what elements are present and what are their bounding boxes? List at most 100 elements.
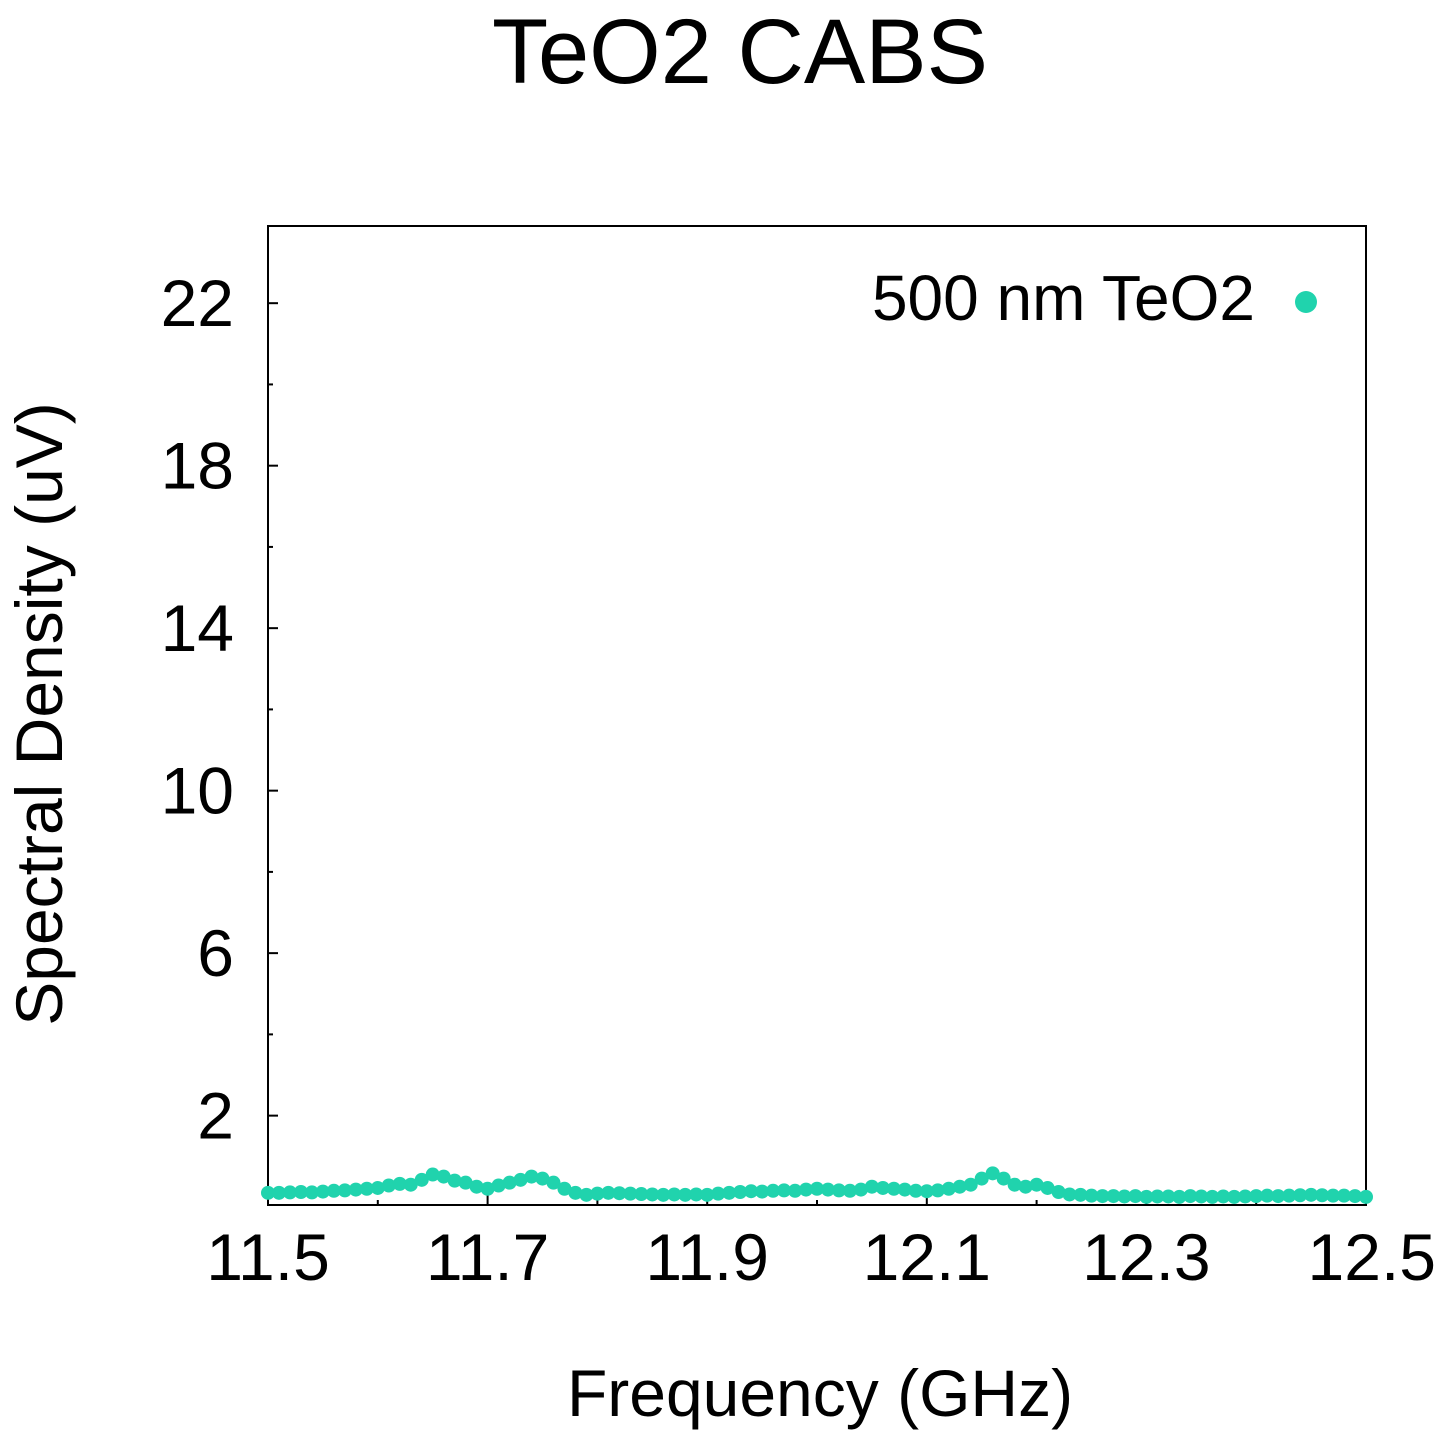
x-tick-label: 12.5 xyxy=(1308,1220,1436,1294)
legend-label: 500 nm TeO2 xyxy=(872,262,1255,334)
data-point xyxy=(293,1185,308,1200)
data-point xyxy=(1337,1188,1352,1203)
data-point xyxy=(326,1183,341,1198)
data-point xyxy=(634,1187,649,1202)
data-point xyxy=(1095,1189,1110,1204)
data-point xyxy=(875,1180,890,1195)
data-point xyxy=(271,1185,286,1200)
data-point xyxy=(1227,1189,1242,1204)
data-point xyxy=(722,1185,737,1200)
data-point xyxy=(1249,1189,1264,1204)
data-point xyxy=(744,1184,759,1199)
data-point xyxy=(535,1171,550,1186)
data-point xyxy=(1106,1189,1121,1204)
plot-frame xyxy=(267,225,1367,1206)
y-axis-label: Spectral Density (uV) xyxy=(2,402,76,1026)
data-point xyxy=(458,1175,473,1190)
data-point xyxy=(1359,1189,1373,1204)
data-point xyxy=(755,1184,770,1199)
data-point xyxy=(337,1183,352,1198)
data-point xyxy=(996,1171,1011,1186)
data-point xyxy=(963,1177,978,1192)
data-point xyxy=(261,1185,275,1200)
data-point xyxy=(930,1183,945,1198)
x-axis-label: Frequency (GHz) xyxy=(567,1356,1073,1430)
data-point xyxy=(1139,1189,1154,1204)
data-point xyxy=(1315,1188,1330,1203)
y-tick-label: 22 xyxy=(161,266,234,340)
data-point xyxy=(1084,1188,1099,1203)
data-point xyxy=(788,1183,803,1198)
data-point xyxy=(820,1182,835,1197)
data-point xyxy=(810,1181,824,1196)
data-point xyxy=(1062,1187,1077,1202)
data-point xyxy=(1293,1188,1308,1203)
data-point xyxy=(897,1182,912,1197)
data-point xyxy=(1029,1177,1044,1192)
data-point xyxy=(568,1185,583,1200)
x-tick-label: 11.7 xyxy=(426,1220,550,1294)
data-point xyxy=(1282,1188,1297,1203)
data-point xyxy=(1205,1189,1220,1204)
data-point xyxy=(864,1179,879,1194)
series-500nm-teo2 xyxy=(261,1166,1373,1204)
chart-title: TeO2 CABS xyxy=(492,1,988,103)
data-point xyxy=(678,1187,693,1202)
legend: 500 nm TeO2 xyxy=(872,262,1317,334)
x-axis-ticks: 11.5 11.7 11.9 12.1 12.3 12.5 xyxy=(206,1195,1436,1294)
data-point xyxy=(711,1186,726,1201)
y-tick-label: 14 xyxy=(161,591,234,665)
data-point xyxy=(777,1183,792,1198)
data-point xyxy=(480,1181,495,1196)
data-point xyxy=(304,1185,319,1200)
data-point xyxy=(799,1182,814,1197)
data-point xyxy=(1040,1180,1055,1195)
data-point xyxy=(1216,1189,1231,1204)
data-point xyxy=(1007,1177,1022,1192)
data-point xyxy=(908,1183,923,1198)
data-point xyxy=(590,1186,605,1201)
data-point xyxy=(348,1182,363,1197)
x-tick-label: 11.9 xyxy=(645,1220,769,1294)
data-point xyxy=(601,1185,616,1200)
data-point xyxy=(403,1177,418,1192)
data-point xyxy=(557,1181,572,1196)
data-point xyxy=(974,1171,989,1186)
data-point xyxy=(1172,1189,1187,1204)
data-point xyxy=(469,1179,484,1194)
data-point xyxy=(381,1178,396,1193)
data-point xyxy=(502,1175,517,1190)
data-point xyxy=(667,1187,682,1202)
data-point xyxy=(700,1187,715,1202)
y-tick-label: 6 xyxy=(197,916,234,990)
data-point xyxy=(689,1187,704,1202)
data-point xyxy=(985,1166,1000,1181)
data-point xyxy=(1238,1189,1253,1204)
data-point xyxy=(1150,1189,1165,1204)
x-tick-label: 12.1 xyxy=(863,1220,991,1294)
data-point xyxy=(853,1182,868,1197)
data-point xyxy=(1018,1179,1033,1194)
data-point xyxy=(766,1183,781,1198)
data-point xyxy=(941,1181,956,1196)
data-point xyxy=(1194,1189,1209,1204)
data-point xyxy=(656,1187,671,1202)
data-point xyxy=(425,1167,440,1182)
data-point xyxy=(1051,1185,1066,1200)
data-point xyxy=(392,1176,407,1191)
y-tick-label: 10 xyxy=(161,754,234,828)
data-point xyxy=(1128,1189,1143,1204)
data-point xyxy=(645,1187,660,1202)
data-point xyxy=(842,1183,857,1198)
data-point xyxy=(282,1185,297,1200)
data-point xyxy=(513,1172,528,1187)
data-point xyxy=(1117,1189,1132,1204)
data-point xyxy=(359,1181,374,1196)
y-tick-label: 2 xyxy=(197,1079,234,1153)
data-point xyxy=(1183,1189,1198,1204)
data-point xyxy=(491,1178,506,1193)
data-point xyxy=(1348,1189,1363,1204)
data-point xyxy=(1161,1189,1176,1204)
data-point xyxy=(733,1185,748,1200)
